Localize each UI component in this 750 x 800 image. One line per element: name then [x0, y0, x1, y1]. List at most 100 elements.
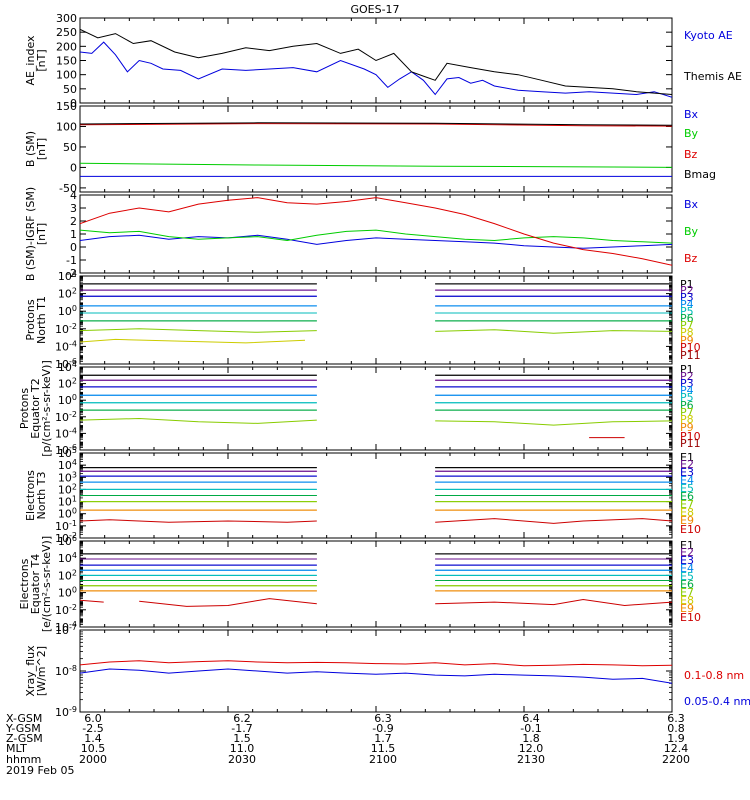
legend-label-P4: P4: [680, 384, 694, 397]
legend-label-P7: P7: [680, 406, 694, 419]
y-tick-label: 10-8: [55, 664, 77, 678]
y-tick-label: 10-4: [55, 426, 77, 440]
x-row-name: MLT: [6, 742, 27, 755]
y-axis-label: North T1: [35, 296, 48, 344]
series-group: [80, 122, 672, 177]
x-axis-value: 1.4: [84, 732, 102, 745]
legend-label-0.05-0.4 nm: 0.05-0.4 nm: [684, 695, 750, 708]
legend-label-E9: E9: [680, 602, 694, 615]
legend-label-P6: P6: [680, 399, 694, 412]
x-row-name: X-GSM: [6, 712, 42, 725]
series-By: [80, 162, 672, 168]
series-P7: [80, 328, 317, 333]
panel-frame: [79, 629, 673, 713]
y-tick-label: 10-2: [55, 410, 77, 424]
series-Themis AE: [80, 28, 672, 95]
y-axis-label: Xray_flux: [24, 645, 37, 697]
y-tick-label: -50: [59, 182, 77, 195]
y-tick-label: 106: [58, 534, 77, 548]
x-axis-value: -2.5: [82, 722, 103, 735]
y-tick-label: 1: [70, 228, 77, 241]
y-tick-label: 150: [56, 55, 77, 68]
legend-label-0.1-0.8 nm: 0.1-0.8 nm: [684, 669, 744, 682]
series-P7: [435, 329, 672, 334]
legend-label-E6: E6: [680, 578, 694, 591]
panel-6: 10-210-1100101102103104105ElectronsNorth…: [24, 446, 701, 545]
series-E9: [435, 518, 672, 524]
legend-label-E1: E1: [680, 451, 694, 464]
legend-label-P5: P5: [680, 305, 694, 318]
y-tick-label: 250: [56, 26, 77, 39]
x-axis-value: 12.0: [519, 742, 544, 755]
legend-label-E8: E8: [680, 506, 694, 519]
y-tick-label: 4: [70, 189, 77, 202]
y-tick-label: 10-2: [55, 322, 77, 336]
series-By: [80, 229, 672, 244]
series-Kyoto AE: [80, 41, 672, 98]
series-0.1-0.8 nm: [80, 660, 672, 667]
series-group: [80, 283, 672, 344]
panel-2: -50 0 50 100 150 B (SM)[nT] Bx By Bz Bmag: [24, 100, 716, 195]
x-axis-value: 1.9: [667, 732, 685, 745]
legend-label-P9: P9: [680, 334, 694, 347]
y-tick-label: 102: [58, 377, 77, 391]
panel-frame: [79, 275, 673, 365]
legend-label-E10: E10: [680, 523, 701, 536]
plot-title: GOES-17: [350, 3, 399, 16]
x-axis-value: 6.2: [233, 712, 251, 725]
panel-frame: [79, 105, 673, 193]
x-row-name: Z-GSM: [6, 732, 43, 745]
y-axis-label: North T3: [35, 472, 48, 520]
legend-label-P5: P5: [680, 391, 694, 404]
legend-label-P3: P3: [680, 377, 694, 390]
series-group: [80, 28, 672, 98]
legend-label-Bz: Bz: [684, 252, 698, 265]
legend-label-By: By: [684, 225, 699, 238]
panel-frame: [79, 366, 673, 451]
y-tick-label: 100: [58, 393, 77, 407]
legend-label-Kyoto AE: Kyoto AE: [684, 29, 733, 42]
x-axis-value: 2130: [517, 753, 545, 766]
y-tick-label: 102: [58, 287, 77, 301]
x-axis-value: 6.0: [84, 712, 102, 725]
y-tick-label: -2: [66, 267, 77, 280]
series-group: [80, 660, 672, 684]
series-E9a: [80, 599, 104, 603]
y-tick-label: 104: [58, 360, 77, 374]
y-axis-label: [nT]: [35, 138, 48, 160]
x-axis-value: 6.3: [667, 712, 685, 725]
legend-label-E7: E7: [680, 498, 694, 511]
series-Bx: [80, 234, 672, 249]
y-tick-label: 150: [56, 100, 77, 113]
legend-label-E1: E1: [680, 539, 694, 552]
y-tick-label: 50: [63, 141, 77, 154]
y-tick-label: 10-7: [55, 623, 77, 637]
x-axis-value: 2000: [79, 753, 107, 766]
y-axis-label: B (SM): [24, 131, 37, 167]
x-axis-value: 6.3: [374, 712, 392, 725]
legend-label-Bz: Bz: [684, 148, 698, 161]
legend-label-Themis AE: Themis AE: [683, 70, 742, 83]
legend-label-Bx: Bx: [684, 108, 699, 121]
series-E9: [80, 519, 317, 523]
y-tick-label: 104: [58, 269, 77, 283]
legend-label-Bx: Bx: [684, 198, 699, 211]
y-tick-label: 100: [56, 120, 77, 133]
x-axis-value: 1.8: [522, 732, 540, 745]
series-group: [80, 197, 672, 266]
y-axis-label: [nT]: [35, 223, 48, 245]
y-tick-label: 0: [70, 161, 77, 174]
legend-label-P11: P11: [680, 437, 701, 450]
y-tick-label: 10-9: [55, 705, 77, 719]
y-tick-label: 2: [70, 215, 77, 228]
series-group: [80, 467, 672, 524]
series-Bmag: [80, 122, 672, 126]
y-axis-label: [p/(cm²-s-sr-keV)]: [40, 360, 53, 457]
y-axis-label: [e/(cm²-s-sr-keV)]: [40, 536, 53, 632]
series-E9b: [139, 598, 317, 607]
